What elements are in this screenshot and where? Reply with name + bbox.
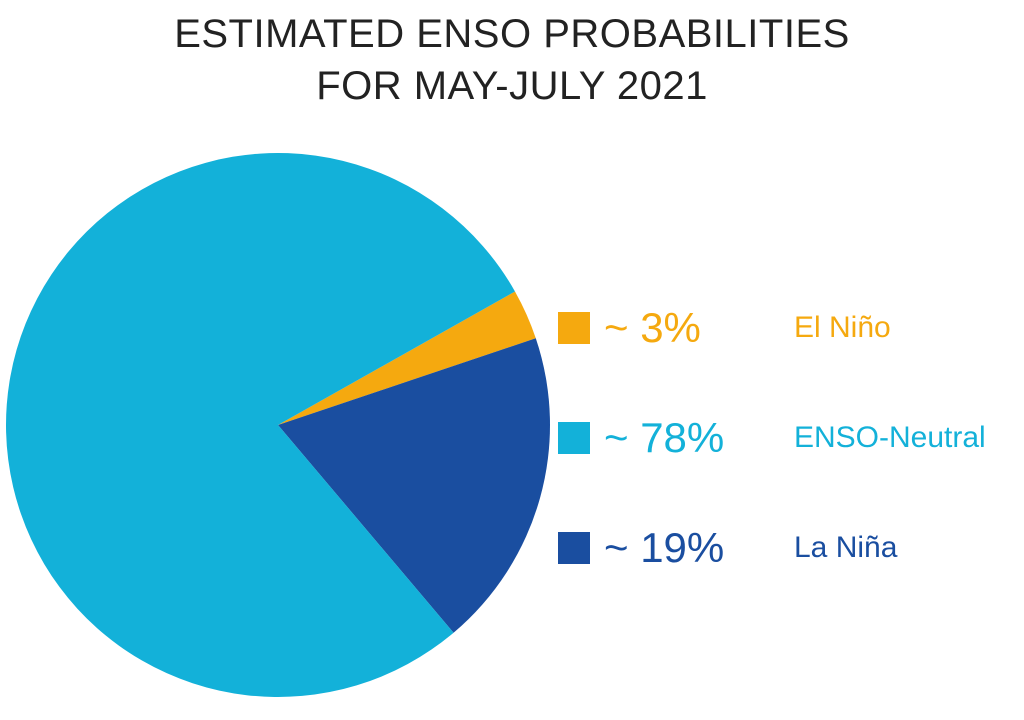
- legend-label-enso-neutral: ENSO-Neutral: [794, 421, 986, 454]
- legend-value-el-nino: ~ 3%: [604, 304, 701, 351]
- legend-item-el-nino: ~ 3% El Niño: [558, 300, 1018, 356]
- pie-slice-el-nino: [278, 291, 536, 425]
- legend-label-el-nino: El Niño: [794, 311, 891, 344]
- legend-value-enso-neutral: ~ 78%: [604, 414, 725, 461]
- legend: ~ 3% El Niño ~ 78% ENSO-Neutral ~ 19% La…: [558, 300, 1018, 630]
- legend-swatch-el-nino: [558, 312, 590, 344]
- pie-slice-enso-neutral: [5, 152, 515, 697]
- legend-swatch-la-nina: [558, 532, 590, 564]
- chart-title-line-2: FOR MAY-JULY 2021: [316, 64, 708, 108]
- chart-title: ESTIMATED ENSO PROBABILITIES FOR MAY-JUL…: [0, 8, 1024, 112]
- legend-swatch-enso-neutral: [558, 422, 590, 454]
- pie-slice-la-nina: [278, 338, 550, 633]
- legend-item-enso-neutral: ~ 78% ENSO-Neutral: [558, 410, 1018, 466]
- chart-title-line-1: ESTIMATED ENSO PROBABILITIES: [174, 12, 850, 56]
- legend-item-la-nina: ~ 19% La Niña: [558, 520, 1018, 576]
- legend-label-la-nina: La Niña: [794, 531, 898, 564]
- legend-value-la-nina: ~ 19%: [604, 524, 725, 571]
